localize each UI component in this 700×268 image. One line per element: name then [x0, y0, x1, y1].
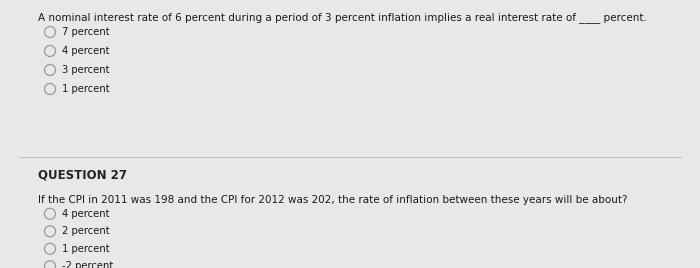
Text: -2 percent: -2 percent: [62, 261, 113, 268]
Text: 3 percent: 3 percent: [62, 65, 110, 75]
Text: 7 percent: 7 percent: [62, 27, 110, 37]
Text: 1 percent: 1 percent: [62, 84, 110, 94]
Text: 1 percent: 1 percent: [62, 244, 110, 254]
Text: 2 percent: 2 percent: [62, 226, 110, 236]
Text: A nominal interest rate of 6 percent during a period of 3 percent inflation impl: A nominal interest rate of 6 percent dur…: [38, 12, 647, 23]
Text: QUESTION 27: QUESTION 27: [38, 169, 127, 182]
Text: If the CPI in 2011 was 198 and the CPI for 2012 was 202, the rate of inflation b: If the CPI in 2011 was 198 and the CPI f…: [38, 195, 627, 205]
Text: 4 percent: 4 percent: [62, 209, 110, 219]
Text: 4 percent: 4 percent: [62, 46, 110, 56]
